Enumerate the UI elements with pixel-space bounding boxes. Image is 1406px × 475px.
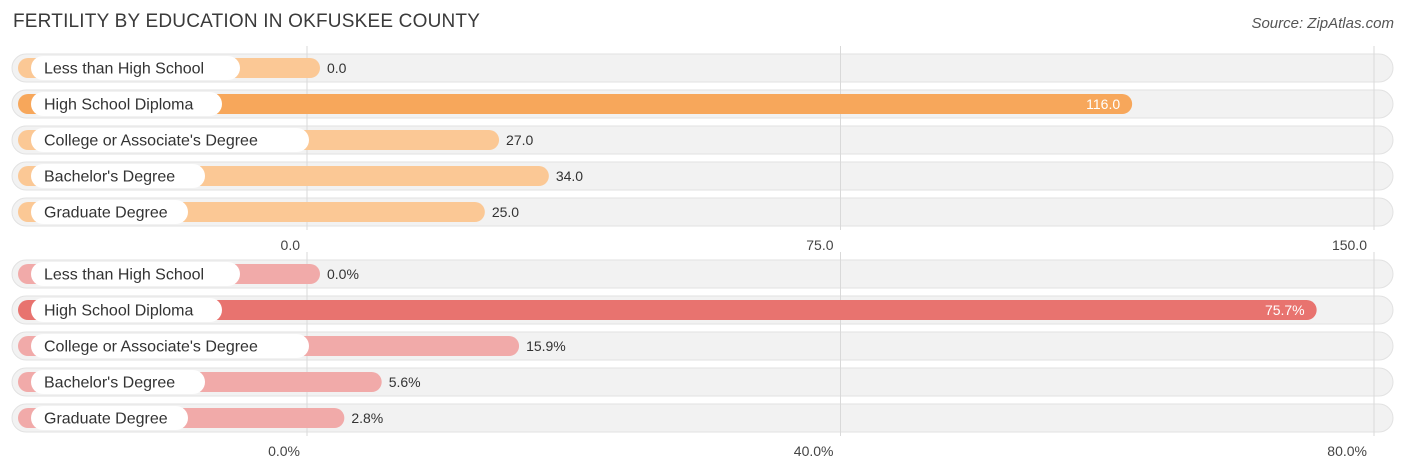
category-label-pill [31, 92, 222, 116]
chart-title: FERTILITY BY EDUCATION IN OKFUSKEE COUNT… [13, 11, 481, 32]
category-label: Less than High School [44, 61, 204, 78]
value-label: 15.9% [526, 338, 566, 354]
value-label: 34.0 [556, 168, 583, 184]
bar [18, 300, 1317, 320]
bar [18, 94, 1133, 114]
category-label-pill [31, 262, 240, 286]
category-label: Bachelor's Degree [44, 375, 175, 392]
tick-label: 0.0 [281, 237, 301, 253]
category-label: Less than High School [44, 267, 204, 284]
category-label-pill [31, 406, 188, 430]
category-label: College or Associate's Degree [44, 133, 258, 150]
category-label: College or Associate's Degree [44, 339, 258, 356]
category-label-pill [31, 370, 205, 394]
row-background [11, 259, 1394, 289]
category-label-pill [31, 298, 222, 322]
value-label: 0.0 [327, 60, 347, 76]
category-label: High School Diploma [44, 303, 194, 320]
category-label: Graduate Degree [44, 205, 168, 222]
value-label: 116.0 [1086, 96, 1120, 112]
category-label-pill [31, 334, 309, 358]
value-label: 5.6% [389, 374, 421, 390]
category-label: Graduate Degree [44, 411, 168, 428]
category-label-pill [31, 164, 205, 188]
value-label: 2.8% [351, 410, 383, 426]
tick-label: 80.0% [1327, 443, 1367, 459]
category-label: High School Diploma [44, 97, 194, 114]
category-label-pill [31, 56, 240, 80]
category-label-pill [31, 200, 188, 224]
tick-label: 75.0 [806, 237, 833, 253]
row-background [11, 53, 1394, 83]
category-label: Bachelor's Degree [44, 169, 175, 186]
value-label: 27.0 [506, 132, 533, 148]
tick-label: 150.0 [1332, 237, 1367, 253]
value-label: 25.0 [492, 204, 519, 220]
category-label-pill [31, 128, 309, 152]
source-label: Source: ZipAtlas.com [1251, 15, 1394, 32]
value-label: 75.7% [1265, 302, 1305, 318]
value-label: 0.0% [327, 266, 359, 282]
tick-label: 40.0% [794, 443, 834, 459]
tick-label: 0.0% [268, 443, 300, 459]
row-background [11, 403, 1394, 433]
